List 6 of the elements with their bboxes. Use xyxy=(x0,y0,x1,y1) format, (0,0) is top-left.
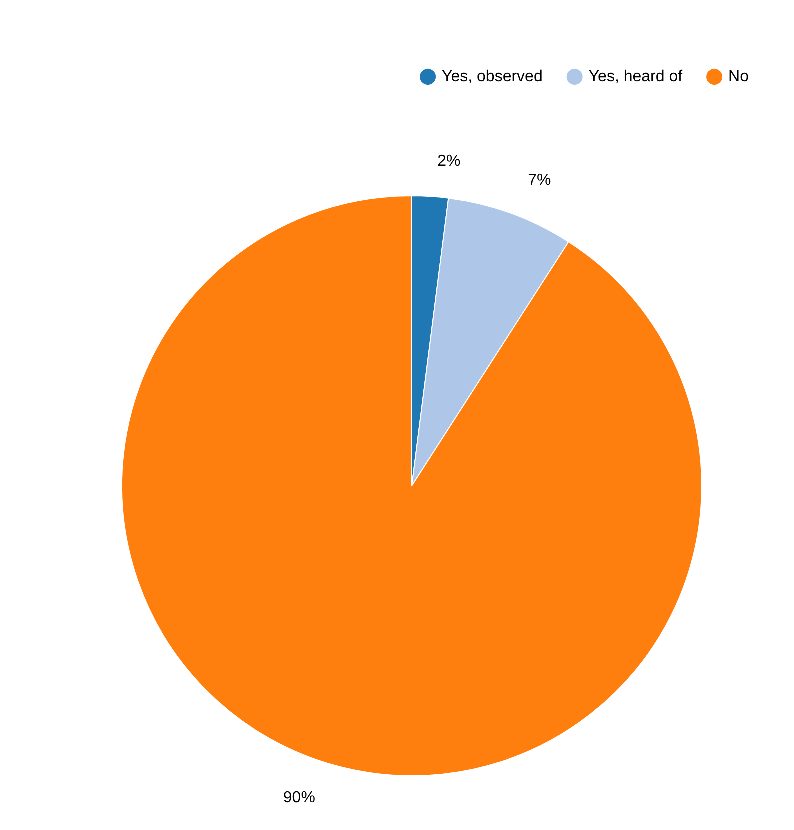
data-label: 7% xyxy=(528,172,552,190)
legend-label: Yes, heard of xyxy=(588,68,684,86)
data-label: 90% xyxy=(283,789,316,806)
legend-label: No xyxy=(728,68,750,86)
legend-label: Yes, observed xyxy=(442,68,543,86)
data-label: 2% xyxy=(438,153,461,170)
